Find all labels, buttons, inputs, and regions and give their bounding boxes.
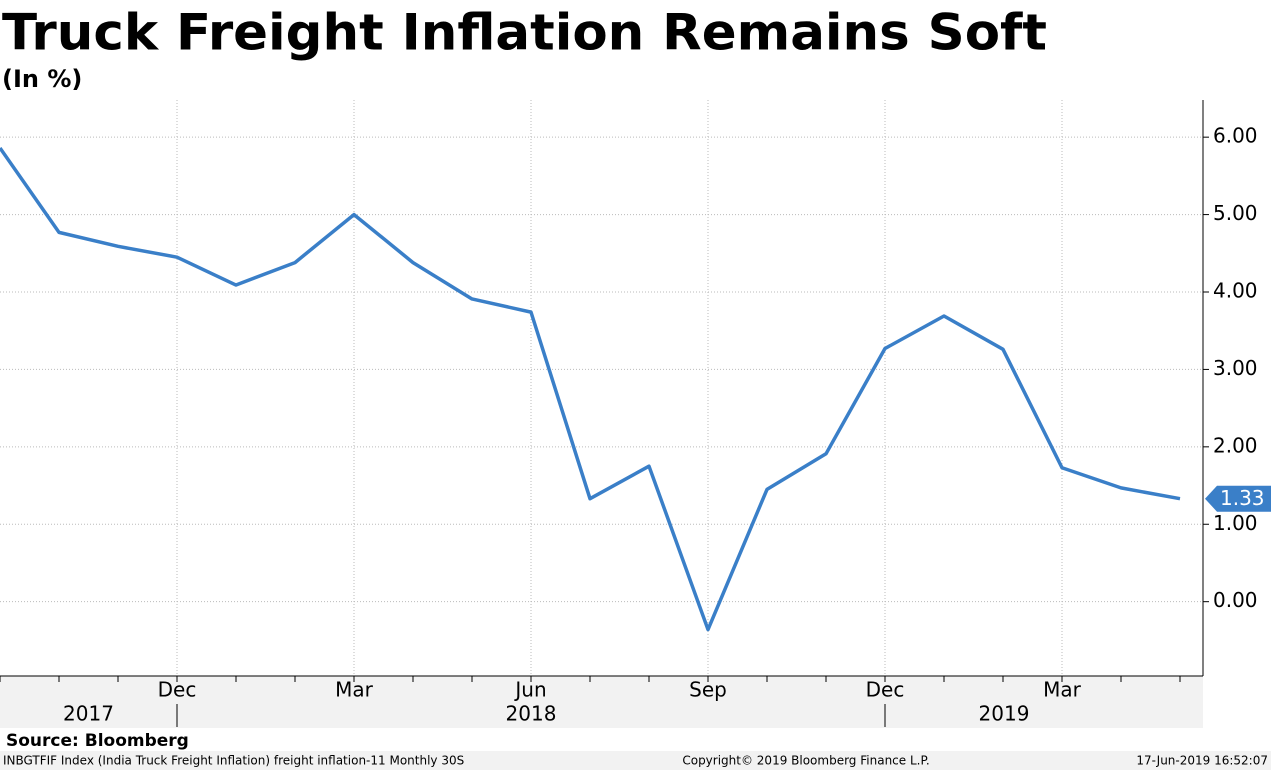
footer-band <box>0 751 1271 770</box>
x-tick-label: Sep <box>689 678 727 702</box>
y-tick-label: 6.00 <box>1213 124 1258 148</box>
x-tick-label: Dec <box>866 678 905 702</box>
chart-title: Truck Freight Inflation Remains Soft <box>2 4 1047 62</box>
line-series <box>0 146 1181 632</box>
last-value-tag <box>1205 485 1271 512</box>
footer-right: 17-Jun-2019 16:52:07 <box>1136 754 1268 768</box>
x-axis-band <box>0 676 1203 728</box>
x-tick-label: Dec <box>158 678 197 702</box>
source: Source: Bloomberg <box>6 731 189 751</box>
year-label: 2017 <box>63 702 114 726</box>
last-value-label: 1.33 <box>1220 486 1265 510</box>
x-tick-label: Jun <box>513 678 546 702</box>
year-label: 2019 <box>979 702 1030 726</box>
x-tick-label: Mar <box>1043 678 1082 702</box>
y-tick-label: 3.00 <box>1213 356 1258 380</box>
chart-subtitle: (In %) <box>2 65 82 93</box>
y-tick-label: 0.00 <box>1213 588 1258 612</box>
footer-left: INBGTFIF Index (India Truck Freight Infl… <box>3 754 464 768</box>
x-tick-label: Mar <box>335 678 374 702</box>
y-tick-label: 2.00 <box>1213 433 1258 457</box>
y-tick-label: 1.00 <box>1213 511 1258 535</box>
y-tick-label: 5.00 <box>1213 201 1258 225</box>
y-tick-label: 4.00 <box>1213 279 1258 303</box>
year-label: 2018 <box>506 702 557 726</box>
footer-center: Copyright© 2019 Bloomberg Finance L.P. <box>682 754 929 768</box>
